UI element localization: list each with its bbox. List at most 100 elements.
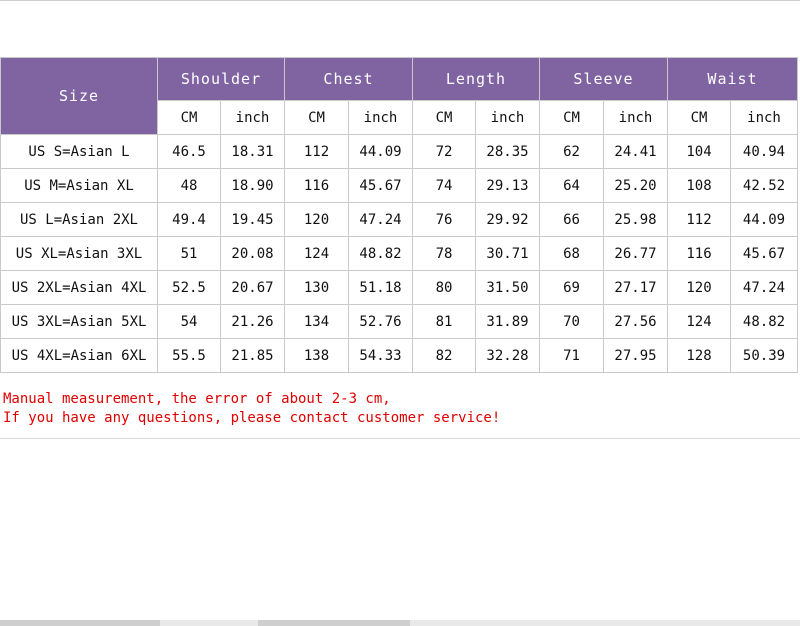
value-cell: 47.24 — [348, 202, 413, 237]
size-cell: US 3XL=Asian 5XL — [0, 304, 158, 339]
table-row: US L=Asian 2XL 49.4 19.45 120 47.24 76 29.92 66… — [0, 202, 798, 237]
value-cell: 134 — [284, 304, 349, 339]
value-cell: 49.4 — [157, 202, 221, 237]
value-cell: 71 — [539, 338, 604, 373]
value-cell: 28.35 — [475, 134, 540, 169]
value-cell: 54.33 — [348, 338, 413, 373]
value-cell: 52.5 — [157, 270, 221, 305]
value-cell: 50.39 — [730, 338, 798, 373]
value-cell: 116 — [667, 236, 731, 271]
unit-cell: inch — [220, 100, 285, 135]
header-row: Size Shoulder Chest Length Sleeve Waist — [0, 57, 798, 135]
value-cell: 25.98 — [603, 202, 668, 237]
value-cell: 80 — [412, 270, 476, 305]
value-cell: 82 — [412, 338, 476, 373]
value-cell: 124 — [284, 236, 349, 271]
footer-segment — [0, 620, 160, 626]
unit-cell: CM — [539, 100, 604, 135]
value-cell: 76 — [412, 202, 476, 237]
value-cell: 104 — [667, 134, 731, 169]
value-cell: 44.09 — [730, 202, 798, 237]
value-cell: 45.67 — [730, 236, 798, 271]
unit-cell: inch — [348, 100, 413, 135]
value-cell: 18.90 — [220, 168, 285, 203]
size-table: Size Shoulder Chest Length Sleeve Waist … — [0, 57, 798, 373]
value-cell: 47.24 — [730, 270, 798, 305]
value-cell: 20.08 — [220, 236, 285, 271]
value-cell: 112 — [284, 134, 349, 169]
value-cell: 27.56 — [603, 304, 668, 339]
unit-cell: CM — [284, 100, 349, 135]
size-cell: US L=Asian 2XL — [0, 202, 158, 237]
value-cell: 45.67 — [348, 168, 413, 203]
value-cell: 48 — [157, 168, 221, 203]
table-row: US M=Asian XL 48 18.90 116 45.67 74 29.13 64 25.… — [0, 168, 798, 203]
unit-cell: inch — [603, 100, 668, 135]
size-header: Size — [0, 57, 158, 135]
value-cell: 29.92 — [475, 202, 540, 237]
value-cell: 27.95 — [603, 338, 668, 373]
value-cell: 21.26 — [220, 304, 285, 339]
value-cell: 48.82 — [348, 236, 413, 271]
value-cell: 124 — [667, 304, 731, 339]
unit-row: CM inch CM inch CM inch CM inch CM inch — [1, 100, 798, 135]
top-border — [0, 0, 800, 1]
unit-cell: CM — [412, 100, 476, 135]
table-row: US S=Asian L 46.5 18.31 112 44.09 72 28.35 62 24… — [0, 134, 798, 169]
bottom-border — [0, 438, 800, 439]
value-cell: 108 — [667, 168, 731, 203]
value-cell: 70 — [539, 304, 604, 339]
size-cell: US XL=Asian 3XL — [0, 236, 158, 271]
note-line-2: If you have any questions, please contac… — [3, 410, 501, 426]
group-header-waist: Waist — [667, 57, 798, 101]
value-cell: 62 — [539, 134, 604, 169]
value-cell: 31.89 — [475, 304, 540, 339]
value-cell: 51 — [157, 236, 221, 271]
unit-cell: inch — [730, 100, 798, 135]
value-cell: 44.09 — [348, 134, 413, 169]
value-cell: 18.31 — [220, 134, 285, 169]
table-body: Size Shoulder Chest Length Sleeve Waist … — [0, 57, 798, 373]
value-cell: 55.5 — [157, 338, 221, 373]
group-header-shoulder: Shoulder — [157, 57, 285, 101]
value-cell: 46.5 — [157, 134, 221, 169]
value-cell: 40.94 — [730, 134, 798, 169]
value-cell: 26.77 — [603, 236, 668, 271]
unit-cell: inch — [475, 100, 540, 135]
value-cell: 54 — [157, 304, 221, 339]
value-cell: 72 — [412, 134, 476, 169]
table-row: US 4XL=Asian 6XL 55.5 21.85 138 54.33 82 32.28… — [0, 338, 798, 373]
value-cell: 29.13 — [475, 168, 540, 203]
value-cell: 120 — [284, 202, 349, 237]
size-cell: US 4XL=Asian 6XL — [0, 338, 158, 373]
value-cell: 78 — [412, 236, 476, 271]
value-cell: 27.17 — [603, 270, 668, 305]
unit-cell: CM — [157, 100, 221, 135]
value-cell: 128 — [667, 338, 731, 373]
footer-segment — [258, 620, 410, 626]
value-cell: 52.76 — [348, 304, 413, 339]
value-cell: 116 — [284, 168, 349, 203]
value-cell: 42.52 — [730, 168, 798, 203]
table-row: US XL=Asian 3XL 51 20.08 124 48.82 78 30.71 68 2… — [0, 236, 798, 271]
value-cell: 112 — [667, 202, 731, 237]
value-cell: 51.18 — [348, 270, 413, 305]
size-cell: US S=Asian L — [0, 134, 158, 169]
group-header-length: Length — [412, 57, 540, 101]
size-chart: Size Shoulder Chest Length Sleeve Waist … — [0, 57, 800, 373]
notes: Manual measurement, the error of about 2… — [3, 390, 500, 428]
unit-cell: CM — [667, 100, 731, 135]
size-cell: US 2XL=Asian 4XL — [0, 270, 158, 305]
value-cell: 24.41 — [603, 134, 668, 169]
value-cell: 74 — [412, 168, 476, 203]
value-cell: 20.67 — [220, 270, 285, 305]
value-cell: 25.20 — [603, 168, 668, 203]
value-cell: 130 — [284, 270, 349, 305]
value-cell: 21.85 — [220, 338, 285, 373]
value-cell: 138 — [284, 338, 349, 373]
group-header-chest: Chest — [284, 57, 413, 101]
value-cell: 30.71 — [475, 236, 540, 271]
value-cell: 68 — [539, 236, 604, 271]
value-cell: 64 — [539, 168, 604, 203]
value-cell: 31.50 — [475, 270, 540, 305]
